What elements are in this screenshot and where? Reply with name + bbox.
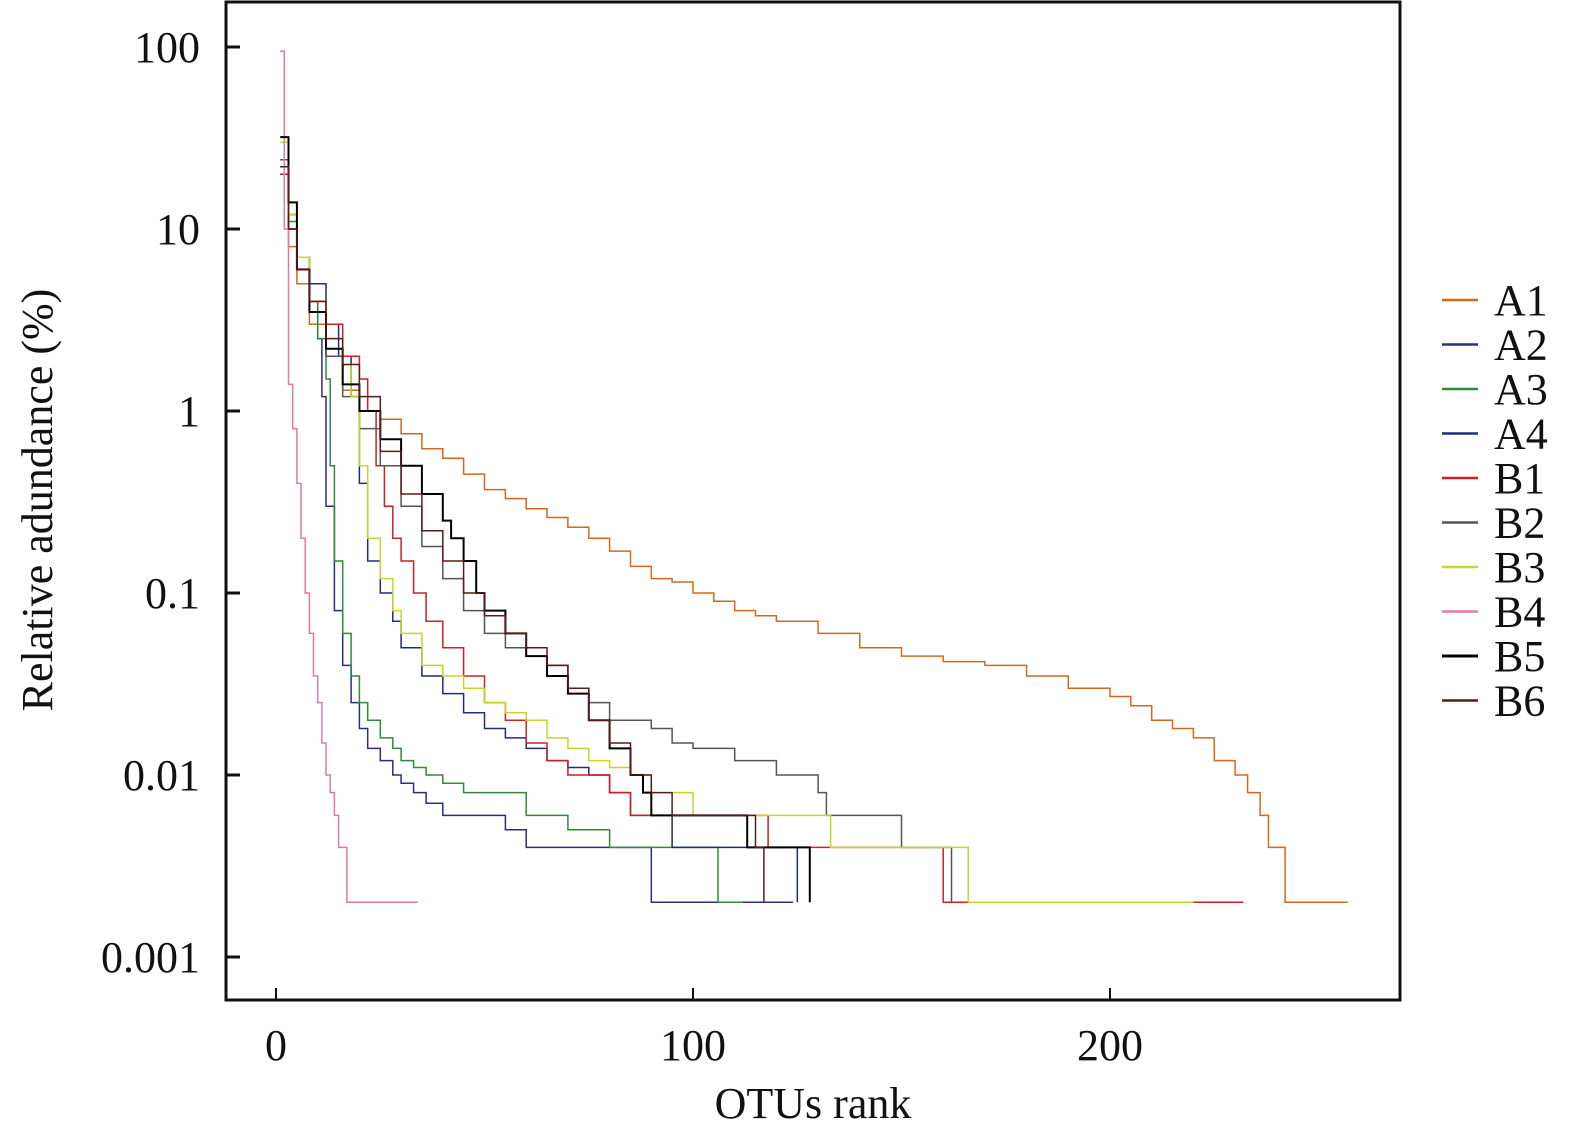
legend-label: A2 xyxy=(1494,321,1548,370)
y-tick-label: 0.001 xyxy=(101,933,200,982)
y-tick-label: 10 xyxy=(156,205,200,254)
legend-label: A1 xyxy=(1494,276,1548,325)
x-axis-title: OTUs rank xyxy=(715,1079,912,1128)
y-axis: 100 10 1 0.1 0.01 0.001 xyxy=(101,23,240,982)
legend-label: B4 xyxy=(1494,588,1545,637)
x-tick-label: 100 xyxy=(660,1021,726,1070)
x-tick-label: 200 xyxy=(1077,1021,1143,1070)
y-axis-title: Relative adundance (%) xyxy=(13,289,62,712)
series-line-b4 xyxy=(280,50,418,903)
legend-item-b1: B1 xyxy=(1442,454,1545,503)
x-tick-label: 0 xyxy=(265,1021,287,1070)
legend-label: A3 xyxy=(1494,365,1548,414)
series-line-a2 xyxy=(280,165,794,903)
series-line-a4 xyxy=(280,173,799,903)
series-line-b6 xyxy=(280,165,765,903)
series-line-a1 xyxy=(280,173,1348,903)
series-line-b1 xyxy=(280,173,1244,903)
legend-item-a3: A3 xyxy=(1442,365,1548,414)
y-tick-label: 0.01 xyxy=(123,751,200,800)
legend-item-a2: A2 xyxy=(1442,321,1548,370)
series-line-a3 xyxy=(280,165,743,903)
plot-frame xyxy=(224,0,1402,1002)
legend-item-b4: B4 xyxy=(1442,588,1545,637)
legend-label: B5 xyxy=(1494,632,1545,681)
legend-item-a1: A1 xyxy=(1442,276,1548,325)
y-tick-label: 1 xyxy=(178,387,200,436)
series-line-b2 xyxy=(280,159,953,903)
legend-item-b3: B3 xyxy=(1442,543,1545,592)
legend-label: A4 xyxy=(1494,410,1548,459)
legend-label: B3 xyxy=(1494,543,1545,592)
x-axis: 0 100 200 xyxy=(265,988,1143,1070)
legend-item-b2: B2 xyxy=(1442,499,1545,548)
legend-item-a4: A4 xyxy=(1442,410,1548,459)
legend-item-b5: B5 xyxy=(1442,632,1545,681)
series-line-b3 xyxy=(280,141,1194,903)
series-layer xyxy=(280,50,1348,903)
legend-label: B6 xyxy=(1494,677,1545,726)
y-tick-label: 100 xyxy=(134,23,200,72)
legend-item-b6: B6 xyxy=(1442,677,1545,726)
series-line-b5 xyxy=(280,136,811,903)
legend-label: B2 xyxy=(1494,499,1545,548)
legend-label: B1 xyxy=(1494,454,1545,503)
y-tick-label: 0.1 xyxy=(145,569,200,618)
